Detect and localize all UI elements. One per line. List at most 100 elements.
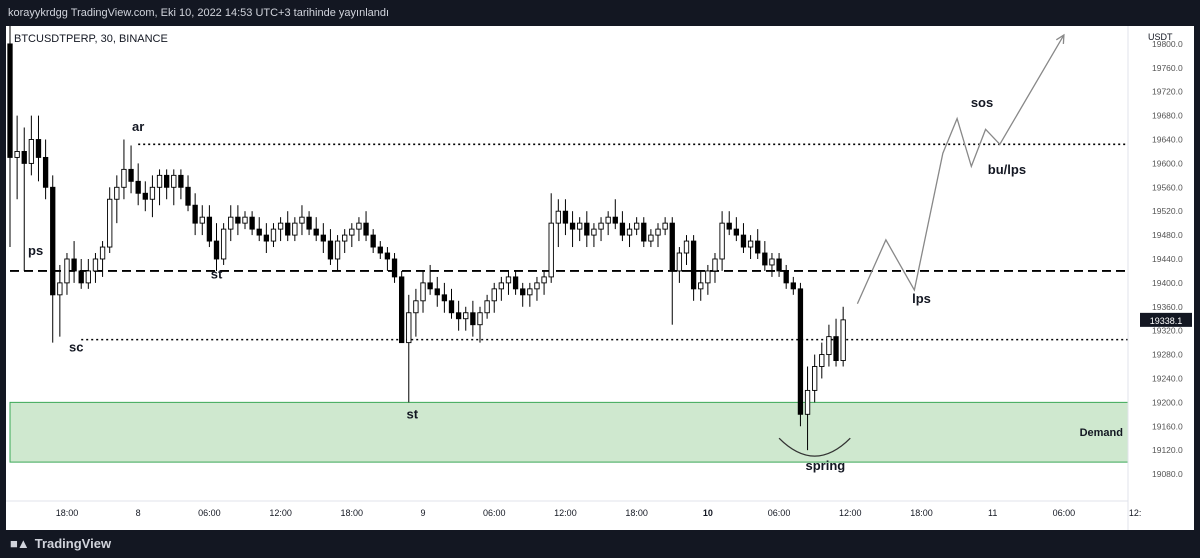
candle-body (327, 240, 334, 260)
candle-body (14, 151, 20, 158)
candle-body (92, 258, 99, 272)
candle-body (769, 258, 775, 266)
candle-body (705, 270, 711, 284)
annotation-spring: spring (805, 458, 845, 473)
candle-body (484, 300, 490, 314)
time-tick-label: 06:00 (1053, 508, 1076, 518)
candle-body (99, 246, 106, 260)
candle-body (256, 228, 262, 236)
price-tick-label: 19240.0 (1152, 373, 1183, 383)
brand-label: TradingView (34, 536, 112, 551)
footer-bar: ■▲ TradingView (0, 530, 1200, 558)
candle-body (569, 222, 576, 230)
annotation-lps: lps (912, 291, 931, 306)
candle-body (455, 312, 462, 320)
candle-body (804, 389, 811, 415)
candle-body (292, 222, 298, 236)
candle-body (349, 228, 355, 236)
candle-body (406, 312, 412, 344)
candle-body (149, 186, 156, 200)
candle-body (320, 234, 326, 242)
candle-body (648, 234, 654, 242)
candle-body (541, 276, 547, 284)
candle-body (64, 258, 70, 284)
candle-body (626, 228, 633, 236)
last-price-label: 19338.1 (1150, 316, 1183, 326)
axis-layer: 19800.0 19760.0 19720.0 19680.0 19640.0 19600… (6, 26, 1192, 530)
candle-body (242, 216, 248, 224)
time-tick-label: 18:00 (341, 508, 364, 518)
publish-info-bar: korayykrdgg TradingView.com, Eki 10, 202… (0, 0, 1200, 26)
candle-body (598, 222, 604, 230)
candle-body (797, 288, 804, 415)
candle-body (733, 228, 740, 236)
candle-body (178, 174, 184, 188)
time-tick-label: 06:00 (198, 508, 221, 518)
candle-body (676, 252, 683, 272)
candle-body (712, 258, 718, 272)
candle-body (171, 174, 177, 188)
candle-body (199, 216, 205, 224)
price-tick-label: 19680.0 (1152, 111, 1183, 121)
last-price-tag (1140, 312, 1192, 327)
time-tick-label: 8 (136, 508, 141, 518)
candle-body (655, 228, 661, 236)
candle-body (42, 156, 49, 188)
candle-body (114, 186, 120, 200)
candle-body (185, 186, 191, 206)
demand-label: Demand (1080, 427, 1123, 439)
candle-body (520, 288, 526, 296)
candle-body (633, 222, 640, 230)
candle-body (577, 222, 583, 230)
annotation-sc: sc (69, 340, 83, 355)
time-tick-label: 18:00 (910, 508, 933, 518)
candle-body (641, 222, 647, 242)
candle-body (21, 151, 27, 164)
candle-body (555, 210, 561, 224)
candle-body (512, 276, 519, 290)
candle-body (135, 180, 141, 194)
tradingview-brand[interactable]: ■▲ TradingView (10, 536, 111, 551)
candle-body (441, 294, 448, 302)
candle-body (833, 336, 839, 361)
candle-body (840, 319, 846, 361)
candle-body (819, 354, 825, 367)
candle-body (342, 234, 348, 242)
candle-layer (7, 26, 846, 451)
candle-body (156, 174, 163, 188)
candle-body (505, 276, 512, 284)
spring-curve (778, 437, 851, 457)
candle-body (7, 43, 13, 158)
annotation-layer: ps sc ar st st spring lps sos bu/lps (28, 95, 1026, 473)
candle-body (726, 222, 732, 230)
price-tick-label: 19520.0 (1152, 206, 1183, 216)
candle-body (142, 192, 148, 200)
candle-body (591, 228, 597, 236)
candle-body (498, 282, 505, 290)
projection-arrowhead (1055, 33, 1065, 44)
candle-body (121, 168, 127, 188)
time-tick-label: 9 (421, 508, 426, 518)
published-text: korayykrdgg TradingView.com, Eki 10, 202… (8, 7, 390, 19)
candle-body (363, 222, 369, 236)
candle-body (57, 282, 63, 296)
chart-panel[interactable]: Demand ps sc ar st st spring lps sos bu/lps 1980… (6, 26, 1194, 530)
price-tick-label: 19600.0 (1152, 158, 1183, 168)
price-tick-label: 19760.0 (1152, 63, 1183, 73)
price-tick-label: 19200.0 (1152, 397, 1183, 407)
candle-body (128, 168, 134, 182)
candle-body (584, 222, 590, 236)
candlestick-chart[interactable]: Demand ps sc ar st st spring lps sos bu/lps 1980… (6, 26, 1194, 530)
candle-body (762, 252, 768, 266)
candle-body (249, 216, 255, 230)
candle-body (107, 198, 113, 248)
candle-body (790, 282, 796, 290)
candle-body (698, 282, 704, 290)
candle-body (420, 282, 426, 302)
price-tick-label: 19280.0 (1152, 350, 1183, 360)
price-tick-label: 19800.0 (1152, 39, 1183, 49)
candle-body (683, 240, 690, 254)
tradingview-logo-icon: ■▲ (10, 536, 30, 551)
candle-body (826, 336, 832, 356)
candle-body (85, 270, 91, 284)
